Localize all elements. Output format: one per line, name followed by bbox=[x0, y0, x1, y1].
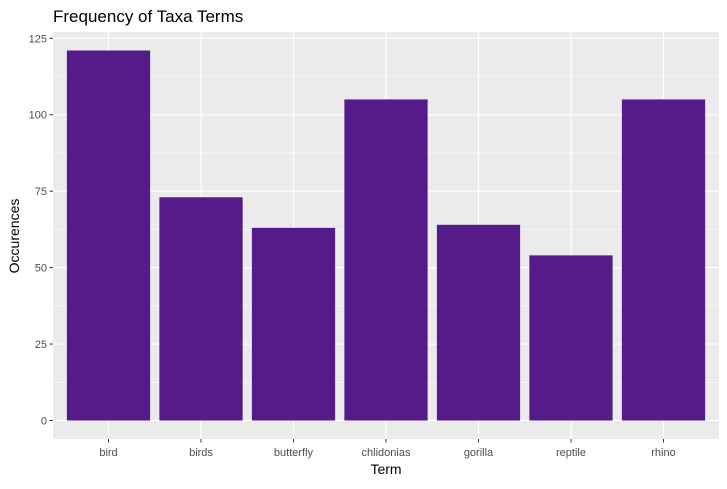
bar-birds bbox=[159, 197, 243, 421]
x-axis: bird birds butterfly chlidonias gorilla repti… bbox=[99, 439, 676, 459]
bar-rhino bbox=[621, 99, 706, 421]
y-tick-label: 75 bbox=[35, 186, 47, 198]
x-tick-label: birds bbox=[189, 447, 213, 459]
y-tick-label: 100 bbox=[29, 110, 47, 122]
y-tick-label: 125 bbox=[29, 33, 47, 45]
x-tick-label: butterfly bbox=[274, 447, 314, 459]
y-axis: 0 25 50 75 100 125 bbox=[29, 33, 53, 428]
y-tick-label: 25 bbox=[35, 339, 47, 351]
x-tick-label: gorilla bbox=[464, 447, 494, 459]
y-tick-label: 50 bbox=[35, 263, 47, 275]
x-tick-label: chlidonias bbox=[362, 447, 411, 459]
bar-chlidonias bbox=[344, 99, 428, 421]
bar-gorilla bbox=[436, 224, 521, 421]
bar-butterfly bbox=[251, 227, 336, 421]
x-tick-label: reptile bbox=[556, 447, 586, 459]
x-axis-label: Term bbox=[370, 461, 401, 477]
y-tick-label: 0 bbox=[41, 416, 47, 428]
y-axis-label: Occurences bbox=[6, 199, 22, 274]
chart-title: Frequency of Taxa Terms bbox=[53, 7, 243, 26]
x-tick-label: bird bbox=[99, 447, 117, 459]
bar-bird bbox=[66, 50, 151, 421]
bar-reptile bbox=[529, 255, 613, 421]
bars bbox=[66, 50, 706, 421]
x-tick-label: rhino bbox=[651, 447, 675, 459]
